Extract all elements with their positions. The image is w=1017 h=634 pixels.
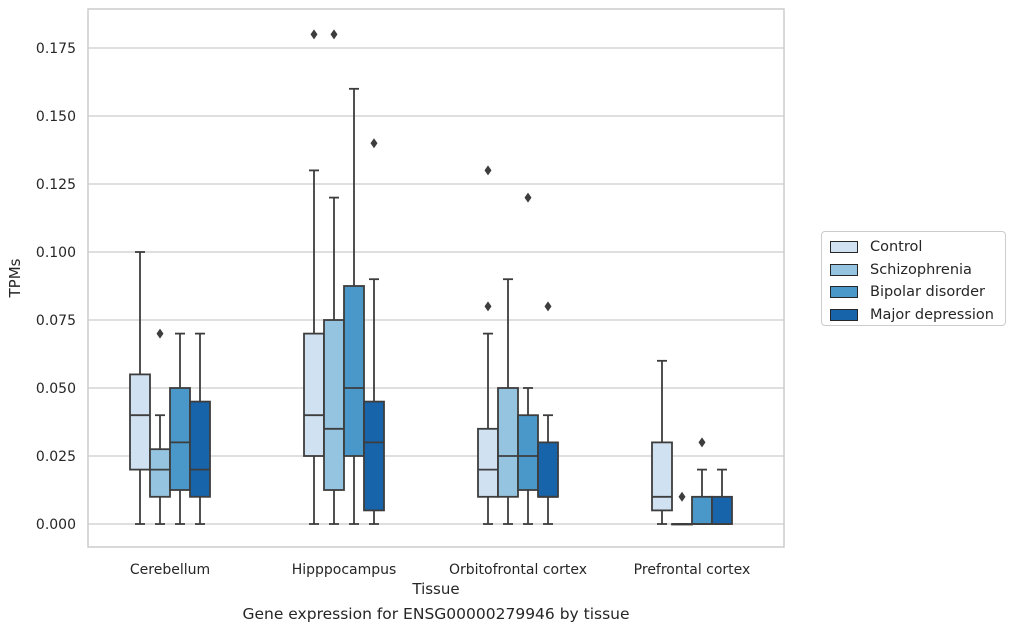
x-axis-label: Tissue [411,580,459,598]
legend-item-schizophrenia: Schizophrenia [830,259,1005,282]
legend: Control Schizophrenia Bipolar disorder M… [821,231,1006,326]
legend-label: Schizophrenia [870,261,972,278]
y-tick-label: 0.125 [36,177,76,193]
box-3-2 [691,437,713,525]
legend-swatch-schizophrenia [830,263,858,276]
outlier-point [698,437,706,448]
box-body [323,319,345,491]
x-tick-label: Cerebellum [130,562,210,578]
outlier-point [310,29,318,40]
y-tick-label: 0.000 [36,517,76,533]
y-tick-label: 0.100 [36,245,76,261]
outlier-point [678,491,686,502]
boxes [129,29,733,526]
outlier-point [330,29,338,40]
y-tick-label: 0.025 [36,449,76,465]
legend-swatch-control [830,241,858,254]
box-body [169,387,191,491]
box-body [303,332,325,457]
y-axis-label: TPMs [6,258,24,298]
y-tick-label: 0.075 [36,313,76,329]
legend-item-control: Control [830,236,1005,259]
outlier-point [524,192,532,203]
box-body [129,373,151,471]
box-1-0 [303,29,325,525]
plot-frame [87,8,785,548]
legend-label: Control [870,239,923,256]
box-body [517,414,539,491]
box-3-0 [651,359,673,525]
box-1-3 [363,138,385,525]
y-tick-label: 0.050 [36,381,76,397]
box-body [537,441,559,498]
legend-label: Major depression [870,306,994,323]
box-0-0 [129,251,151,525]
outlier-point [484,165,492,176]
chart-caption: Gene expression for ENSG00000279946 by t… [242,605,630,623]
y-tick-label: 0.175 [36,41,76,57]
box-1-1 [323,29,345,525]
outlier-point [370,138,378,149]
box-2-0 [477,165,499,525]
box-0-1 [149,328,171,525]
box-body [711,495,733,525]
box-0-2 [169,332,191,525]
box-0-3 [189,332,211,525]
x-tick-labels: Cerebellum Hipppocampus Orbitofrontal cort… [130,562,750,578]
legend-swatch-major-depression [830,308,858,321]
outlier-point [484,301,492,312]
box-body [651,441,673,512]
box-1-2 [343,87,365,525]
legend-label: Bipolar disorder [870,284,985,301]
legend-item-major-depression: Major depression [830,304,1005,327]
outlier-point [544,301,552,312]
box-body [691,495,713,525]
y-tick-label: 0.150 [36,109,76,125]
y-tick-labels: 0.000 0.025 0.050 0.075 0.100 0.125 0.150 0.175 [36,41,76,533]
box-body [477,427,499,498]
box-body [343,285,365,457]
legend-swatch-bipolar-disorder [830,286,858,299]
box-2-2 [517,192,539,525]
box-body [189,400,211,498]
x-tick-label: Orbitofrontal cortex [449,562,587,578]
legend-item-bipolar-disorder: Bipolar disorder [830,281,1005,304]
x-tick-label: Prefrontal cortex [634,562,751,578]
outlier-point [156,328,164,339]
box-3-1 [671,491,693,526]
box-2-3 [537,301,559,525]
x-tick-label: Hipppocampus [292,562,397,578]
box-body [363,400,385,512]
box-3-3 [711,468,733,525]
box-2-1 [497,278,519,525]
box-body [497,387,519,498]
box-body [149,448,171,498]
